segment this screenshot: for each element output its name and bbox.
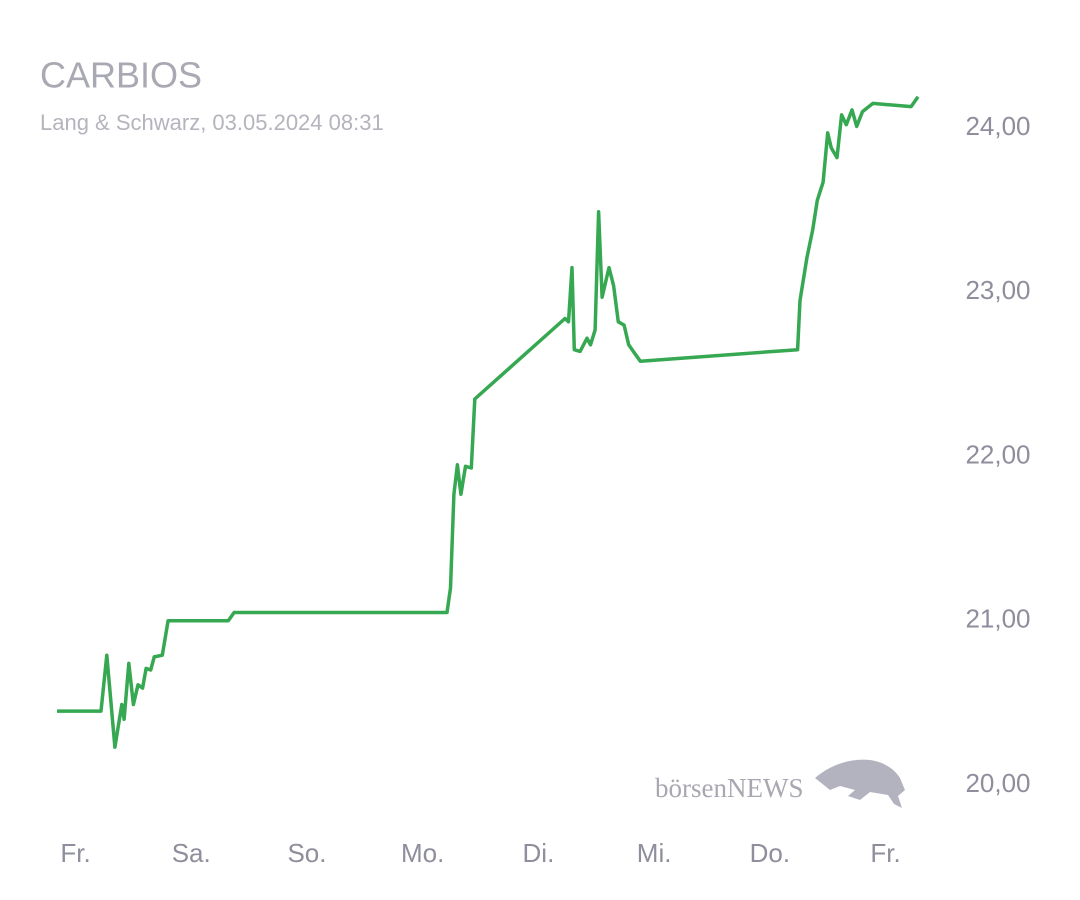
x-tick-label: Fr.: [60, 838, 90, 868]
y-tick-label: 21,00: [965, 604, 1030, 634]
chart-title: CARBIOS: [40, 55, 202, 96]
y-tick-label: 22,00: [965, 439, 1030, 469]
y-tick-label: 24,00: [965, 111, 1030, 141]
x-tick-label: Mi.: [637, 838, 672, 868]
x-tick-label: Do.: [750, 838, 790, 868]
x-tick-label: Mo.: [401, 838, 444, 868]
chart-subtitle: Lang & Schwarz, 03.05.2024 08:31: [40, 110, 384, 135]
y-tick-label: 23,00: [965, 275, 1030, 305]
watermark-logo: [815, 759, 905, 808]
x-tick-label: Fr.: [870, 838, 900, 868]
watermark: börsenNEWS: [655, 773, 803, 803]
x-tick-label: Di.: [523, 838, 555, 868]
y-tick-label: 20,00: [965, 768, 1030, 798]
price-line: [57, 95, 920, 749]
x-tick-label: So.: [287, 838, 326, 868]
x-tick-label: Sa.: [172, 838, 211, 868]
